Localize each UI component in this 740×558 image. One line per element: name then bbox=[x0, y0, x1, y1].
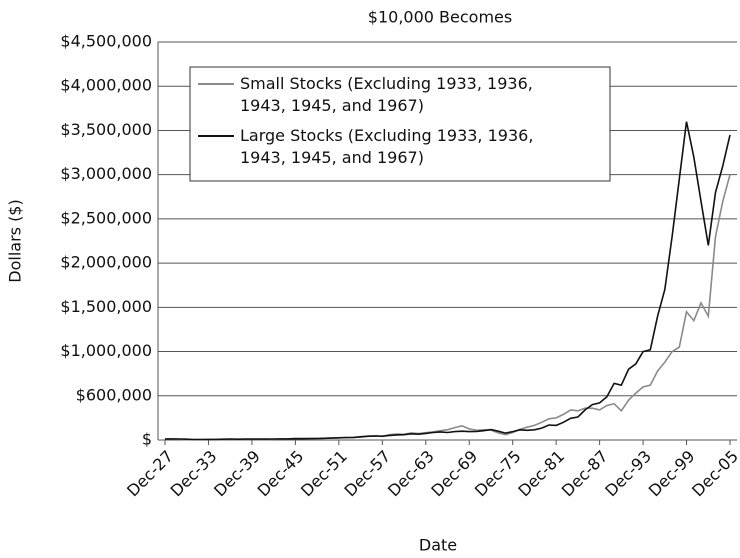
x-tick-label: Dec-45 bbox=[254, 447, 308, 501]
y-tick-label: $2,000,000 bbox=[60, 253, 152, 272]
legend-line: Small Stocks (Excluding 1933, 1936, bbox=[240, 74, 533, 93]
chart-title: $10,000 Becomes bbox=[368, 8, 512, 27]
x-tick-label: Dec-87 bbox=[558, 447, 612, 501]
x-tick-label: Dec-69 bbox=[427, 447, 481, 501]
legend-label: Large Stocks (Excluding 1933, 1936, 1943,… bbox=[240, 126, 533, 167]
legend-label: Small Stocks (Excluding 1933, 1936, 1943,… bbox=[240, 74, 533, 115]
legend-box bbox=[189, 66, 611, 182]
x-axis-label: Date bbox=[419, 536, 457, 555]
y-tick-label: $600,000 bbox=[76, 385, 152, 404]
y-tick-label: $3,500,000 bbox=[60, 120, 152, 139]
y-tick-label: $2,500,000 bbox=[60, 208, 152, 227]
y-tick-label: $4,000,000 bbox=[60, 76, 152, 95]
x-tick-label: Dec-75 bbox=[471, 447, 525, 501]
x-tick-label: Dec-05 bbox=[688, 447, 740, 501]
x-tick-label: Dec-27 bbox=[123, 447, 177, 501]
y-tick-label: $4,500,000 bbox=[60, 32, 152, 51]
y-tick-label: $1,500,000 bbox=[60, 297, 152, 316]
x-tick-label: Dec-99 bbox=[645, 447, 699, 501]
series-line bbox=[164, 121, 731, 441]
y-tick-label: $1,000,000 bbox=[60, 341, 152, 360]
x-tick-label: Dec-33 bbox=[167, 447, 221, 501]
legend-line: 1943, 1945, and 1967) bbox=[240, 148, 424, 167]
x-tick-label: Dec-51 bbox=[297, 447, 351, 501]
legend-line: Large Stocks (Excluding 1933, 1936, bbox=[240, 126, 533, 145]
legend-line: 1943, 1945, and 1967) bbox=[240, 96, 424, 115]
x-tick-label: Dec-93 bbox=[601, 447, 655, 501]
y-axis-label: Dollars ($) bbox=[6, 199, 25, 282]
x-tick-label: Dec-39 bbox=[210, 447, 264, 501]
x-tick-label: Dec-63 bbox=[384, 447, 438, 501]
y-tick-label: $3,000,000 bbox=[60, 164, 152, 183]
y-tick-label: $ bbox=[142, 430, 152, 449]
x-tick-label: Dec-81 bbox=[514, 447, 568, 501]
x-tick-label: Dec-57 bbox=[341, 447, 395, 501]
